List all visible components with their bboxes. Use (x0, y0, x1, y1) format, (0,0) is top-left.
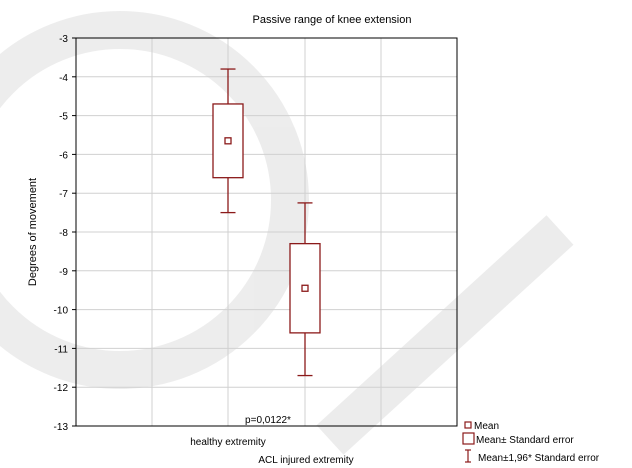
legend-ci-marker (465, 449, 471, 463)
y-tick-label: -13 (54, 422, 69, 433)
y-axis-label: Degrees of movement (27, 178, 39, 286)
box-group (212, 68, 244, 214)
mean-marker (301, 284, 309, 292)
legend-mean-marker (464, 421, 472, 429)
box-group (289, 202, 321, 377)
y-tick-label: -4 (59, 73, 68, 84)
y-tick-label: -6 (59, 150, 68, 161)
mean-marker (224, 137, 232, 145)
y-tick-label: -12 (54, 383, 69, 394)
y-tick-label: -10 (54, 306, 69, 317)
legend-ci-label: Mean±1,96* Standard error (478, 453, 600, 464)
legend-mean-label: Mean (474, 421, 499, 432)
y-tick-label: -7 (59, 189, 68, 200)
watermark (0, 11, 574, 455)
y-tick-label: -9 (59, 267, 68, 278)
box-marks (212, 68, 321, 377)
y-tick-label: -11 (54, 344, 68, 355)
legend-se-marker (462, 432, 475, 445)
x-tick-label-healthy: healthy extremity (190, 437, 266, 448)
legend: Mean Mean± Standard error Mean±1,96* Sta… (462, 421, 600, 464)
y-tick-label: -5 (59, 112, 68, 123)
legend-se-label: Mean± Standard error (476, 435, 574, 446)
chart-title: Passive range of knee extension (253, 14, 412, 26)
y-tick-label: -3 (59, 34, 68, 45)
p-value-annotation: p=0,0122* (245, 415, 291, 426)
y-axis: -3 -4 -5 -6 -7 -8 -9 -10 -11 -12 -13 (54, 34, 76, 433)
x-tick-label-acl: ACL injured extremity (258, 455, 353, 466)
y-tick-label: -8 (59, 228, 68, 239)
